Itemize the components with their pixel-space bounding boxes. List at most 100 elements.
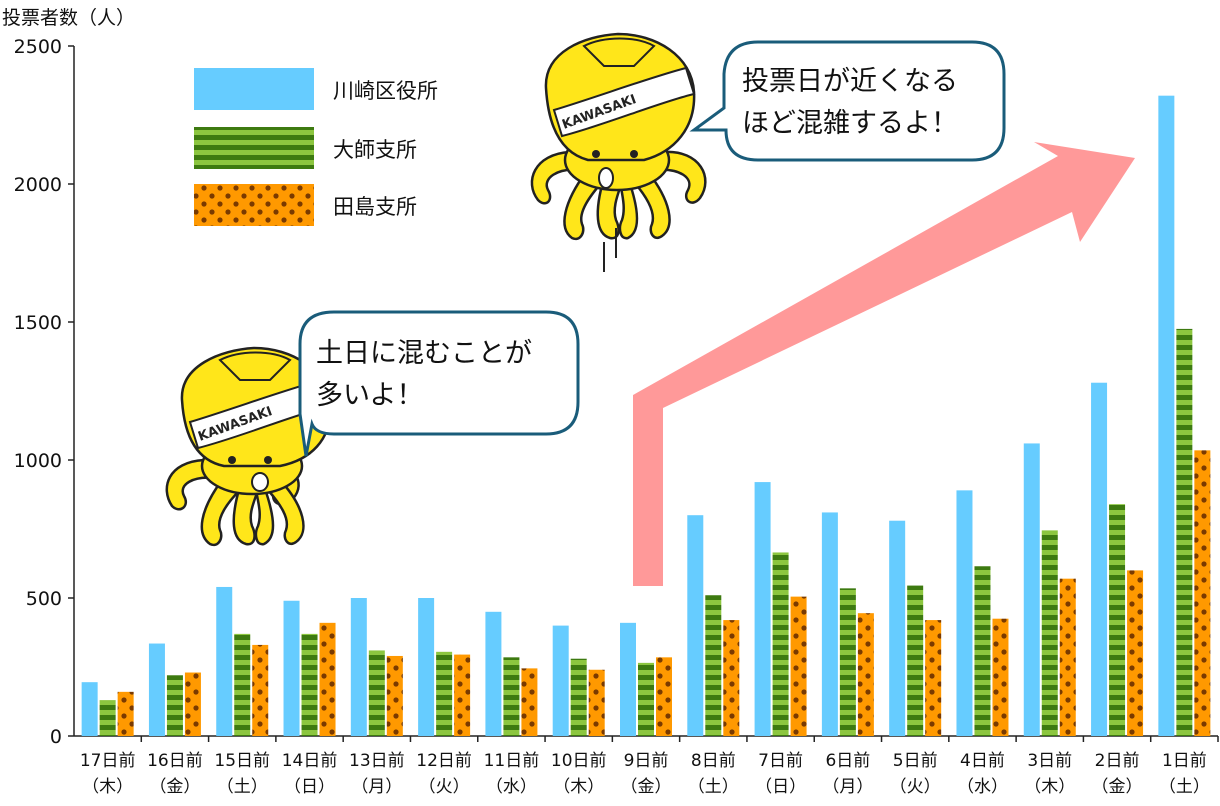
- bar-s1-c10: [772, 552, 789, 736]
- x-tick-sublabel-7: （木）: [553, 777, 604, 797]
- x-tick-label-8: 9日前: [624, 751, 669, 771]
- y-tick-label-4: 2000: [14, 174, 62, 196]
- bar-s1-c9: [705, 595, 722, 736]
- bar-s2-c2: [252, 644, 269, 736]
- x-tick-sublabel-12: （火）: [890, 777, 941, 797]
- bar-s2-c13: [992, 618, 1009, 736]
- bar-s1-c2: [234, 633, 251, 736]
- x-tick-label-16: 1日前: [1162, 751, 1207, 771]
- legend-label-2: 田島支所: [333, 195, 417, 219]
- bar-s0-c3: [283, 600, 300, 736]
- x-tick-sublabel-0: （木）: [82, 777, 133, 797]
- squid-mascot-left: KAWASAKI: [165, 346, 332, 547]
- speech-bubble-top: 投票日が近くなる ほど混雑するよ！: [689, 40, 1006, 162]
- bar-s0-c9: [687, 515, 704, 736]
- x-tick-label-6: 11日前: [484, 751, 540, 771]
- x-tick-sublabel-11: （月）: [822, 777, 873, 797]
- x-tick-label-1: 16日前: [147, 751, 203, 771]
- bar-s1-c16: [1176, 328, 1193, 736]
- bar-s2-c8: [656, 657, 672, 736]
- bar-s0-c0: [81, 682, 98, 736]
- x-tick-sublabel-6: （水）: [486, 777, 537, 797]
- x-tick-label-12: 5日前: [893, 751, 938, 771]
- legend-swatch-2: [194, 184, 314, 226]
- y-tick-label-0: 0: [50, 726, 62, 748]
- bar-s0-c16: [1158, 95, 1175, 737]
- bar-s0-c13: [956, 490, 973, 736]
- bubble-left-line2: 多いよ！: [316, 380, 423, 411]
- bubble-top-line2: ほど混雑するよ！: [742, 108, 958, 139]
- y-ticks: 0 500 1000 1500 2000 2500: [14, 36, 74, 748]
- x-tick-sublabel-5: （火）: [419, 777, 470, 797]
- x-tick-sublabel-15: （金）: [1092, 777, 1143, 797]
- x-tick-sublabel-3: （日）: [284, 777, 335, 797]
- bar-s1-c3: [301, 633, 318, 736]
- bar-s0-c15: [1091, 382, 1108, 736]
- x-tick-label-3: 14日前: [282, 751, 338, 771]
- bar-s2-c16: [1194, 450, 1211, 736]
- x-tick-sublabel-2: （土）: [217, 777, 268, 797]
- bubble-top-line1: 投票日が近くなる: [742, 66, 958, 97]
- bar-s2-c7: [588, 669, 605, 736]
- y-tick-label-2: 1000: [14, 450, 62, 472]
- y-tick-label-3: 1500: [14, 312, 62, 334]
- legend-swatch-0: [194, 68, 314, 110]
- legend-swatch-1: [194, 127, 314, 169]
- bar-s1-c14: [1041, 530, 1058, 736]
- x-tick-label-9: 8日前: [691, 751, 736, 771]
- bar-s0-c12: [889, 520, 906, 736]
- x-tick-label-14: 3日前: [1027, 751, 1072, 771]
- bar-s2-c3: [319, 622, 336, 736]
- bar-s1-c12: [907, 585, 924, 736]
- x-tick-label-2: 15日前: [214, 751, 270, 771]
- bar-s2-c9: [723, 620, 740, 736]
- x-tick-label-0: 17日前: [80, 751, 136, 771]
- bar-s1-c7: [570, 658, 587, 736]
- speech-bubble-left: 土日に混むことが 多いよ！: [298, 310, 580, 457]
- x-tick-label-15: 2日前: [1095, 751, 1140, 771]
- legend-label-1: 大師支所: [333, 138, 417, 162]
- bar-s1-c5: [436, 651, 453, 736]
- bar-s2-c0: [117, 691, 134, 736]
- bar-s2-c15: [1127, 570, 1144, 736]
- bar-s0-c5: [418, 598, 435, 736]
- x-tick-sublabel-1: （金）: [149, 777, 200, 797]
- x-tick-sublabel-14: （木）: [1024, 777, 1075, 797]
- bar-s2-c14: [1059, 578, 1076, 736]
- x-tick-sublabel-13: （水）: [957, 777, 1008, 797]
- x-tick-sublabel-16: （土）: [1159, 777, 1210, 797]
- bar-s1-c0: [99, 700, 116, 736]
- x-tick-label-11: 6日前: [825, 751, 870, 771]
- x-tick-sublabel-10: （日）: [755, 777, 806, 797]
- legend: 川崎区役所 大師支所 田島支所: [194, 68, 438, 226]
- bar-s0-c11: [821, 512, 838, 736]
- x-tick-sublabel-9: （土）: [688, 777, 739, 797]
- x-tick-sublabel-8: （金）: [621, 777, 672, 797]
- legend-label-0: 川崎区役所: [333, 79, 438, 103]
- bar-s0-c4: [350, 598, 367, 736]
- bar-s0-c2: [216, 586, 233, 736]
- bar-s2-c6: [521, 668, 538, 736]
- y-tick-label-1: 500: [26, 588, 62, 610]
- bar-s1-c8: [638, 662, 654, 736]
- x-tick-label-10: 7日前: [758, 751, 803, 771]
- bar-s2-c12: [925, 620, 942, 736]
- bar-s2-c4: [386, 655, 403, 736]
- x-tick-label-7: 10日前: [551, 751, 607, 771]
- x-tick-label-4: 13日前: [349, 751, 405, 771]
- bar-s1-c13: [974, 566, 991, 736]
- x-tick-label-13: 4日前: [960, 751, 1005, 771]
- bar-s1-c11: [839, 588, 856, 736]
- bar-s1-c1: [166, 675, 183, 736]
- x-categories: 17日前 （木） 16日前 （金） 15日前 （土） 14日前 （日） 13日前 （月） 12日前 （…: [80, 736, 1219, 797]
- bar-s2-c1: [184, 672, 201, 736]
- bar-s0-c6: [485, 611, 502, 736]
- x-tick-sublabel-4: （月）: [351, 777, 402, 797]
- y-axis-label: 投票者数（人）: [2, 7, 135, 29]
- bar-s2-c11: [857, 613, 874, 736]
- bar-s1-c6: [503, 657, 520, 736]
- bar-s0-c10: [754, 482, 771, 736]
- bar-s0-c7: [552, 625, 569, 736]
- bar-s0-c8: [620, 622, 636, 736]
